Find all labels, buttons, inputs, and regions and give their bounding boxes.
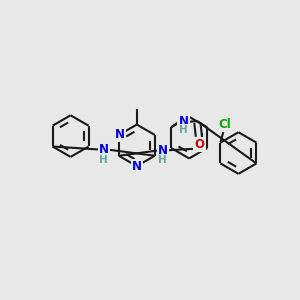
Text: O: O xyxy=(195,138,205,151)
Text: H: H xyxy=(158,155,167,165)
Text: N: N xyxy=(132,160,142,173)
Text: H: H xyxy=(99,154,107,165)
Text: Cl: Cl xyxy=(219,118,231,131)
Text: N: N xyxy=(115,128,124,141)
Text: N: N xyxy=(178,116,188,128)
Text: H: H xyxy=(179,124,188,135)
Text: N: N xyxy=(158,144,168,157)
Text: N: N xyxy=(99,143,109,156)
